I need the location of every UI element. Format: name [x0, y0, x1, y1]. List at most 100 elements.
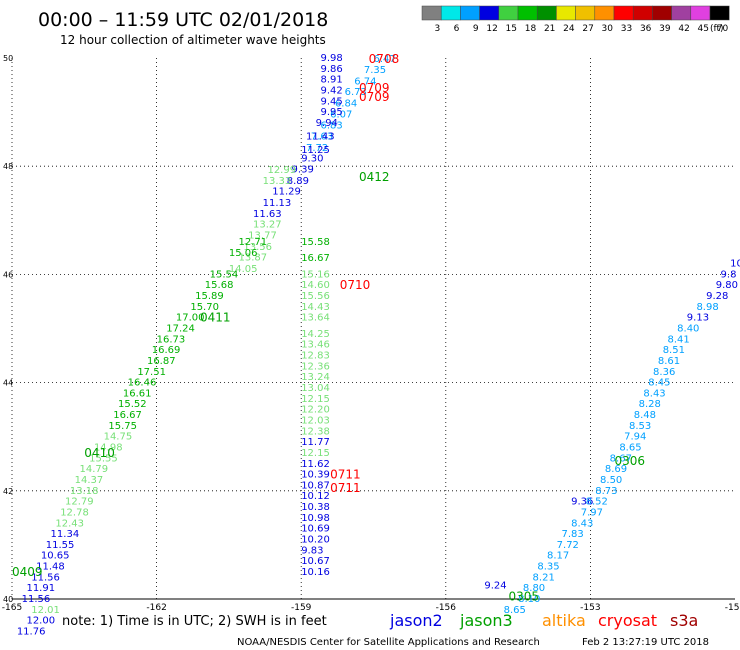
wave-height-point: 7.72 — [557, 540, 579, 551]
legend-swatch — [575, 5, 596, 21]
chart-subtitle: 12 hour collection of altimeter wave hei… — [60, 33, 326, 47]
legend-bin-label: 45 — [698, 24, 709, 34]
wave-height-point: 8.52 — [586, 497, 608, 508]
wave-height-point: 7.63 — [311, 131, 333, 142]
wave-height-point: 16.87 — [147, 356, 176, 367]
wave-height-point: 12.36 — [301, 361, 330, 372]
wave-height-point: 13.56 — [243, 242, 272, 253]
wave-height-point: 11.48 — [36, 562, 65, 573]
wave-height-point: 12.43 — [55, 518, 84, 529]
wave-height-point: 15.89 — [195, 291, 224, 302]
legend-bin-label: 30 — [602, 24, 614, 34]
legend-swatch — [556, 5, 576, 21]
wave-height-point: 14.75 — [104, 432, 133, 443]
wave-height-point: 6.47 — [374, 54, 396, 65]
wave-height-point: 12.83 — [301, 351, 330, 362]
wave-height-point: 14.37 — [75, 475, 104, 486]
wave-height-point: 9.86 — [320, 64, 342, 75]
satellite-label: jason3 — [459, 611, 513, 630]
y-tick-label: 42 — [3, 487, 13, 496]
wave-height-point: 9.80 — [716, 280, 738, 291]
satellite-label: jason2 — [389, 611, 443, 630]
legend-bin-label: 27 — [582, 24, 593, 34]
wave-height-point: 8.28 — [639, 399, 661, 410]
wave-height-point: 14.43 — [301, 302, 330, 313]
wave-height-point: 6.07 — [330, 109, 352, 120]
legend-bin-label: 70 — [717, 24, 729, 34]
wave-height-point: 10.38 — [301, 502, 330, 513]
wave-height-point: 12.15 — [301, 448, 330, 459]
legend-bin-label: 12 — [486, 24, 497, 34]
time-label: 0411 — [200, 311, 231, 325]
wave-height-point: 9.39 — [292, 164, 314, 175]
legend-swatch — [613, 5, 634, 21]
wave-height-point: 15.54 — [210, 269, 239, 280]
x-tick-label: -165 — [2, 603, 22, 613]
wave-height-point: 15.56 — [301, 291, 330, 302]
chart-title: 00:00 – 11:59 UTC 02/01/2018 — [38, 9, 328, 31]
wave-height-point: 7.72 — [306, 143, 328, 154]
legend-bin-label: 6 — [454, 24, 460, 34]
color-scale-legend: 3 6 9 12 15 18 21 24 27 30 33 36 39 42 45 70 — [421, 5, 730, 34]
satellite-label: cryosat — [598, 611, 657, 630]
wave-height-point: 12.79 — [65, 497, 94, 508]
legend-bin-label: 9 — [473, 24, 479, 34]
wave-height-point: 14.25 — [301, 329, 330, 340]
wave-height-point: 16.46 — [128, 378, 157, 389]
y-tick-label: 46 — [3, 270, 13, 279]
wave-height-point: 9.28 — [706, 291, 728, 302]
wave-height-point: 10.87 — [301, 480, 330, 491]
y-tick-label: 40 — [3, 595, 13, 604]
wave-height-point: 17.24 — [166, 324, 195, 335]
wave-height-point: 8.67 — [610, 453, 632, 464]
satellite-legend: jason2 jason3 altika cryosat s3a — [389, 611, 698, 630]
legend-swatch — [690, 5, 711, 21]
wave-height-point: 16.61 — [123, 388, 152, 399]
wave-height-point: 9.30 — [301, 154, 323, 165]
legend-bin-label: 39 — [659, 24, 671, 34]
wave-height-point: 14.60 — [301, 280, 330, 291]
wave-height-point: 8.73 — [595, 486, 617, 497]
wave-height-point: 11.34 — [51, 529, 80, 540]
wave-height-point: 11.25 — [301, 145, 330, 156]
wave-height-point: 10.98 — [301, 513, 330, 524]
wave-height-point: 13.04 — [301, 383, 330, 394]
wave-height-point: 13.77 — [248, 230, 277, 241]
wave-height-point: 8.40 — [677, 324, 699, 335]
wave-height-point: 8.61 — [658, 356, 680, 367]
satellite-label: altika — [542, 611, 586, 630]
grid-lines — [11, 58, 735, 600]
wave-height-point: 11.91 — [26, 583, 55, 594]
wave-height-point: 15.68 — [205, 280, 234, 291]
time-label: 0708 — [369, 52, 400, 66]
wave-height-point: 9.13 — [687, 313, 709, 324]
wave-height-point: 8.80 — [523, 583, 545, 594]
wave-height-point: 9.42 — [320, 85, 342, 96]
wave-height-point: 10.20 — [301, 534, 330, 545]
legend-swatch — [517, 5, 538, 21]
wave-height-point: 15.52 — [118, 399, 147, 410]
wave-height-point: 11.29 — [272, 187, 301, 198]
legend-swatch — [671, 5, 692, 21]
wave-height-point: 10.65 — [41, 551, 70, 562]
wave-height-point: 16.69 — [152, 345, 181, 356]
wave-height-point: 8.89 — [287, 176, 309, 187]
legend-swatch — [709, 5, 730, 21]
footer-timestamp: Feb 2 13:27:19 UTC 2018 — [582, 637, 709, 648]
wave-height-point: 7.83 — [561, 529, 583, 540]
wave-height-point: 11.43 — [306, 131, 335, 142]
time-label: 0409 — [12, 565, 43, 579]
wave-height-point: 13.33 — [263, 176, 292, 187]
wave-height-point: 12.00 — [26, 616, 55, 627]
wave-height-point: 11.63 — [253, 209, 282, 220]
wave-height-point: 14.79 — [79, 464, 108, 475]
wave-height-point: 6.73 — [345, 87, 367, 98]
wave-height-point: 11.13 — [263, 198, 292, 209]
wave-height-point: 15.06 — [229, 248, 258, 259]
wave-height-point: 6.84 — [335, 98, 357, 109]
wave-height-point: 6.83 — [320, 121, 342, 132]
wave-height-point: 10.69 — [301, 524, 330, 535]
